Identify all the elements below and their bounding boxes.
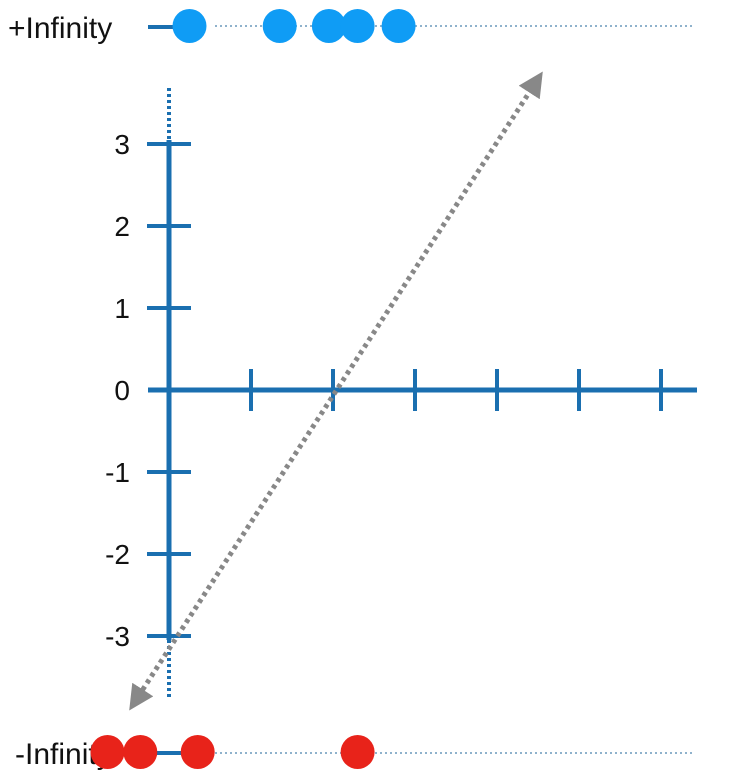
y-tick-label: 1 — [114, 293, 130, 324]
pos-infinity-point — [340, 9, 375, 43]
pos-infinity-points — [172, 9, 416, 43]
y-tick-label: 3 — [114, 129, 130, 160]
pos-infinity-point — [262, 9, 297, 43]
pos-infinity-point — [172, 9, 207, 43]
trend-arrow — [129, 71, 543, 711]
y-tick-label: -3 — [105, 621, 130, 652]
pos-infinity-point — [311, 9, 346, 43]
y-tick-label: 0 — [114, 375, 130, 406]
pos-infinity-point — [381, 9, 416, 43]
neg-infinity-point — [340, 735, 375, 769]
neg-infinity-points — [90, 735, 375, 769]
neg-infinity-point — [123, 735, 158, 769]
pos-infinity-label: +Infinity — [8, 12, 112, 45]
neg-infinity-point — [90, 735, 125, 769]
neg-infinity-point — [180, 735, 215, 769]
y-tick-label: -2 — [105, 539, 130, 570]
y-tick-label: 2 — [114, 211, 130, 242]
y-tick-label: -1 — [105, 457, 130, 488]
